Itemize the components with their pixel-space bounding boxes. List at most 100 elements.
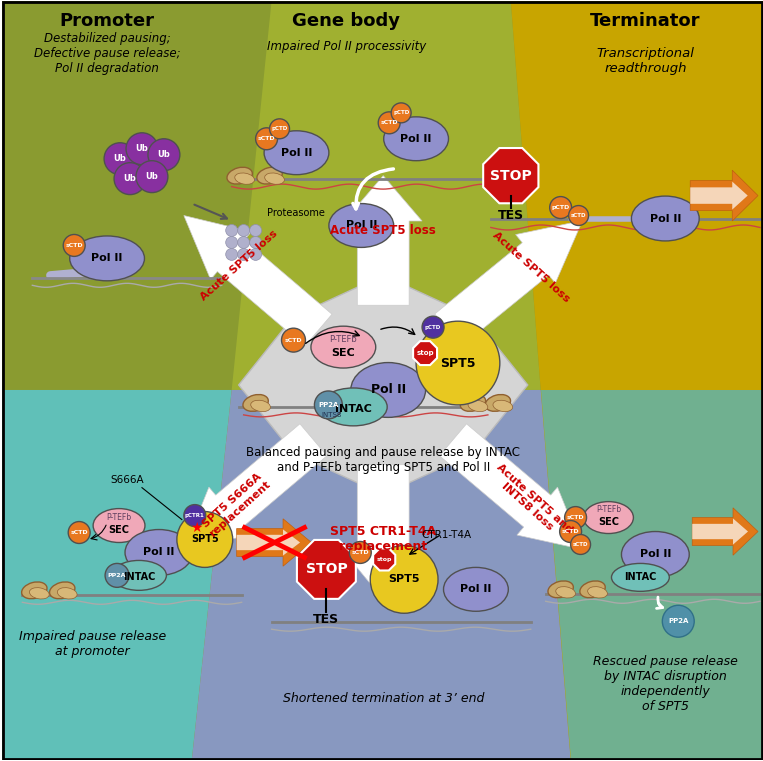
Ellipse shape — [351, 362, 426, 417]
Circle shape — [250, 248, 262, 260]
Polygon shape — [510, 2, 763, 759]
Circle shape — [549, 196, 571, 218]
Text: sCTD: sCTD — [381, 120, 398, 126]
Text: STOP: STOP — [490, 169, 532, 183]
Polygon shape — [184, 215, 332, 346]
Circle shape — [416, 321, 500, 405]
Text: Ub: Ub — [146, 172, 158, 181]
Ellipse shape — [548, 581, 573, 597]
Circle shape — [237, 237, 250, 248]
Text: SPT5 S666A
replacement: SPT5 S666A replacement — [199, 470, 272, 539]
Text: Pol II: Pol II — [649, 214, 681, 224]
Circle shape — [226, 237, 237, 248]
Text: INTS8: INTS8 — [321, 412, 342, 418]
Polygon shape — [2, 390, 232, 759]
Ellipse shape — [311, 326, 375, 368]
Ellipse shape — [125, 530, 193, 575]
Polygon shape — [691, 182, 748, 209]
Circle shape — [148, 139, 180, 170]
Circle shape — [177, 511, 233, 568]
Polygon shape — [691, 170, 758, 221]
Text: Acute SPT5 loss: Acute SPT5 loss — [330, 224, 436, 237]
Text: INTAC: INTAC — [123, 572, 155, 582]
Circle shape — [568, 205, 588, 225]
Ellipse shape — [50, 582, 75, 599]
Text: Acute SPT5 and
INTS8 loss: Acute SPT5 and INTS8 loss — [487, 462, 575, 543]
Text: Ub: Ub — [114, 154, 127, 163]
Text: Rescued pause release
by INTAC disruption
independently
of SPT5: Rescued pause release by INTAC disruptio… — [593, 655, 738, 713]
Ellipse shape — [460, 394, 485, 412]
Ellipse shape — [265, 173, 285, 184]
Text: Pol II: Pol II — [639, 549, 671, 559]
Ellipse shape — [251, 400, 270, 412]
Ellipse shape — [227, 167, 253, 184]
Circle shape — [68, 521, 90, 543]
Text: stop: stop — [417, 350, 434, 356]
Text: Pol II: Pol II — [371, 384, 406, 396]
Text: Impaired pause release
at promoter: Impaired pause release at promoter — [18, 630, 166, 658]
Ellipse shape — [555, 587, 575, 598]
Text: Acute SPT5 loss: Acute SPT5 loss — [198, 228, 279, 302]
Text: Transcriptional
readthrough: Transcriptional readthrough — [597, 47, 694, 75]
Ellipse shape — [111, 560, 166, 591]
Polygon shape — [239, 275, 528, 495]
Circle shape — [184, 505, 206, 527]
Ellipse shape — [443, 568, 508, 611]
Circle shape — [250, 237, 262, 248]
Text: Ub: Ub — [157, 150, 170, 159]
Polygon shape — [344, 176, 422, 305]
Circle shape — [63, 234, 85, 256]
Ellipse shape — [588, 587, 607, 598]
Circle shape — [269, 119, 289, 139]
Polygon shape — [439, 424, 583, 549]
Ellipse shape — [30, 587, 49, 599]
Circle shape — [378, 112, 400, 134]
Ellipse shape — [485, 394, 510, 412]
Circle shape — [114, 163, 146, 195]
Text: pCTR1: pCTR1 — [185, 513, 204, 518]
Text: sCTD: sCTD — [567, 515, 584, 520]
Text: sCTD: sCTD — [258, 136, 275, 142]
Text: Pol II: Pol II — [401, 134, 432, 144]
Circle shape — [314, 391, 343, 419]
Polygon shape — [237, 519, 311, 566]
Text: Terminator: Terminator — [590, 12, 700, 30]
Text: Proteasome: Proteasome — [266, 208, 324, 218]
Text: SEC: SEC — [108, 524, 130, 534]
Text: CTR1-T4A: CTR1-T4A — [421, 530, 471, 540]
Text: sCTD: sCTD — [562, 529, 579, 534]
Text: ★: ★ — [191, 521, 203, 534]
Text: Promoter: Promoter — [60, 12, 155, 30]
Text: sCTD: sCTD — [571, 213, 586, 218]
Text: sCTD: sCTD — [573, 542, 588, 547]
Text: Destabilized pausing;
Defective pause release;
Pol II degradation: Destabilized pausing; Defective pause re… — [34, 31, 180, 75]
Circle shape — [256, 128, 278, 150]
Polygon shape — [692, 518, 748, 545]
Text: Gene body: Gene body — [292, 12, 401, 30]
Circle shape — [565, 507, 587, 529]
Circle shape — [136, 161, 168, 193]
Polygon shape — [541, 390, 763, 759]
Circle shape — [237, 224, 250, 237]
Text: SEC: SEC — [331, 348, 356, 358]
Polygon shape — [184, 424, 327, 549]
Ellipse shape — [57, 587, 77, 599]
Ellipse shape — [93, 508, 145, 543]
Circle shape — [391, 103, 411, 123]
Circle shape — [237, 248, 250, 260]
Circle shape — [104, 143, 136, 175]
Text: INTAC: INTAC — [624, 572, 657, 582]
Text: sCTD: sCTD — [352, 550, 369, 555]
Polygon shape — [435, 221, 583, 346]
Text: Shortened termination at 3’ end: Shortened termination at 3’ end — [282, 693, 484, 705]
Ellipse shape — [493, 400, 513, 412]
Text: STOP: STOP — [305, 562, 347, 576]
Text: SPT5: SPT5 — [191, 534, 219, 544]
Text: Pol II: Pol II — [346, 221, 377, 231]
Text: TES: TES — [314, 613, 340, 626]
Polygon shape — [344, 465, 422, 600]
Text: TES: TES — [497, 209, 524, 222]
Circle shape — [282, 328, 305, 352]
Polygon shape — [237, 530, 300, 556]
Circle shape — [126, 132, 158, 164]
